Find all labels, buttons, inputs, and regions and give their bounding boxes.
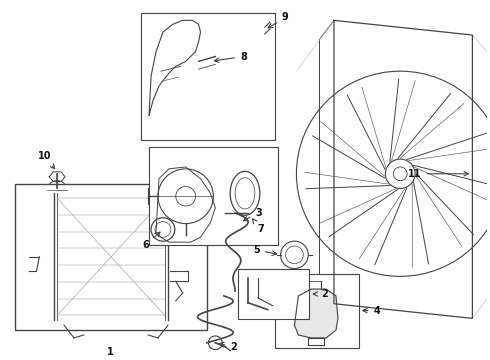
Polygon shape	[294, 289, 338, 338]
Text: 6: 6	[143, 232, 160, 250]
Text: 2: 2	[313, 289, 328, 299]
Text: 8: 8	[214, 51, 247, 62]
Text: 2: 2	[219, 342, 237, 352]
Bar	[15, 184, 207, 330]
Text: 5: 5	[253, 245, 277, 255]
Text: 11: 11	[408, 169, 468, 179]
Bar	[238, 269, 309, 319]
Text: 7: 7	[252, 219, 265, 234]
Text: 10: 10	[38, 151, 54, 169]
Bar	[275, 274, 359, 348]
Bar	[141, 13, 275, 140]
Text: 1: 1	[107, 347, 114, 357]
Text: 9: 9	[268, 13, 288, 28]
Text: 3: 3	[244, 208, 262, 221]
Bar	[149, 147, 278, 245]
Text: 4: 4	[363, 306, 380, 316]
